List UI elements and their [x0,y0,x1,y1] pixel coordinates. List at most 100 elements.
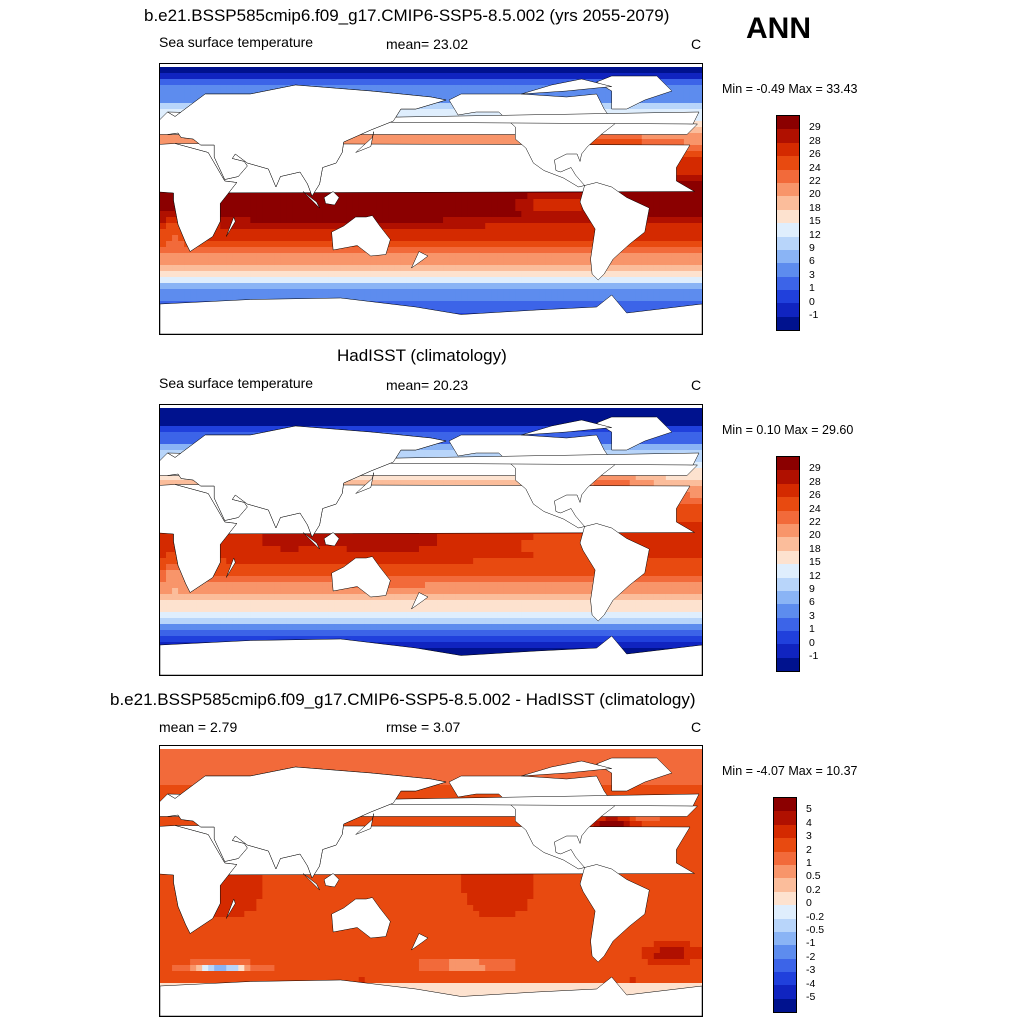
continent-outline [597,758,672,791]
continent-outline [160,826,237,934]
colorbar-box [777,276,799,291]
continent-outline [411,934,428,951]
colorbar-box [777,249,799,264]
continent-outline [160,977,702,1016]
continent-outline [580,865,649,963]
colorbar-box [777,564,799,578]
colorbar-tick-label: -4 [806,977,816,990]
colorbar-tick-label: 15 [809,215,821,228]
colorbar-tick-label: -0.5 [806,924,825,936]
continent-outline [226,558,235,578]
colorbar-tick-label: 29 [809,121,821,134]
continent-outline [303,192,320,209]
colorbar-tick-label: -0.2 [806,910,825,923]
continent-outline [521,761,611,776]
colorbar-box [774,998,796,1013]
continent-outline [303,874,320,891]
continent-outline [160,636,702,675]
colorbar-tick-label: 24 [809,502,821,515]
panel3-rmse-label: rmse = 3.07 [386,719,461,735]
colorbar-box [777,604,799,618]
colorbar-tick-label: 3 [809,609,815,622]
colorbar-box [777,169,799,183]
colorbar-box [777,196,799,210]
colorbar-box [774,945,796,959]
colorbar-box [774,811,796,825]
continent-outline [303,533,320,550]
colorbar-box [777,510,799,524]
continent-outline [226,899,235,919]
colorbar-box [774,851,796,865]
colorbar-box [774,891,796,906]
continent-outline [411,252,428,269]
panel2-colorbar [776,456,800,673]
continent-outline [580,183,649,281]
continent-outline [521,420,611,435]
colorbar-tick-label: 4 [806,816,812,829]
colorbar-box [774,918,796,932]
colorbar-tick-label: 3 [809,268,815,281]
colorbar-box [774,824,796,839]
colorbar-tick-label: -1 [806,937,816,950]
colorbar-tick-label: 28 [809,475,821,488]
colorbar-box [774,985,796,999]
colorbar-tick-label: 26 [809,489,821,502]
colorbar-box [777,644,799,658]
colorbar-box [774,972,796,986]
colorbar-tick-label: 1 [806,857,812,869]
panel3-mean-label: mean = 2.79 [159,719,238,735]
colorbar-box [774,798,796,812]
colorbar-tick-label: 0 [809,295,815,308]
season-label: ANN [746,12,811,45]
colorbar-box [774,838,796,852]
continent-outline [332,216,391,257]
continent-outline [356,473,374,494]
continent-outline [324,533,339,547]
colorbar-tick-label: 6 [809,255,815,268]
continent-outline [160,85,446,196]
colorbar-tick-label: 0.5 [806,870,821,883]
continent-outline [356,132,374,153]
colorbar-box [777,263,799,277]
colorbar-tick-label: 18 [809,201,821,214]
colorbar-box [777,537,799,551]
colorbar-tick-label: 20 [809,529,821,542]
colorbar-tick-label: 22 [809,516,821,528]
colorbar-tick-label: 9 [809,583,815,595]
colorbar-box [774,905,796,919]
colorbar-box [777,223,799,237]
continent-outline [160,144,237,252]
colorbar-box [777,483,799,498]
colorbar-tick-label: 28 [809,134,821,147]
colorbar-box [774,864,796,879]
colorbar-box [777,209,799,224]
continent-outline [597,417,672,450]
colorbar-tick-label: -5 [806,991,816,1003]
colorbar-tick-label: -1 [809,309,819,321]
panel1-title: b.e21.BSSP585cmip6.f09_g17.CMIP6-SSP5-8.… [144,6,670,25]
continent-outline [160,295,702,334]
colorbar-box [777,116,799,130]
continent-outline [324,192,339,206]
colorbar-tick-label: 3 [806,830,812,843]
continent-outline [597,76,672,109]
continent-outline [356,814,374,835]
colorbar-box [777,470,799,484]
colorbar-tick-label: 9 [809,242,815,254]
panel1-mean-label: mean= 23.02 [386,36,469,52]
colorbar-box [777,657,799,672]
continent-outline [332,557,391,598]
panel1-map [159,63,703,335]
colorbar-box [777,590,799,605]
colorbar-tick-label: 2 [806,843,812,856]
panel2-map [159,404,703,676]
colorbar-box [777,142,799,157]
panel2-minmax: Min = 0.10 Max = 29.60 [722,423,854,437]
colorbar-box [777,457,799,471]
colorbar-box [777,550,799,565]
panel3-units: C [691,719,702,735]
colorbar-box [777,316,799,331]
colorbar-tick-label: 5 [806,803,812,816]
panel2-units: C [691,377,702,393]
continent-outline [160,426,446,537]
